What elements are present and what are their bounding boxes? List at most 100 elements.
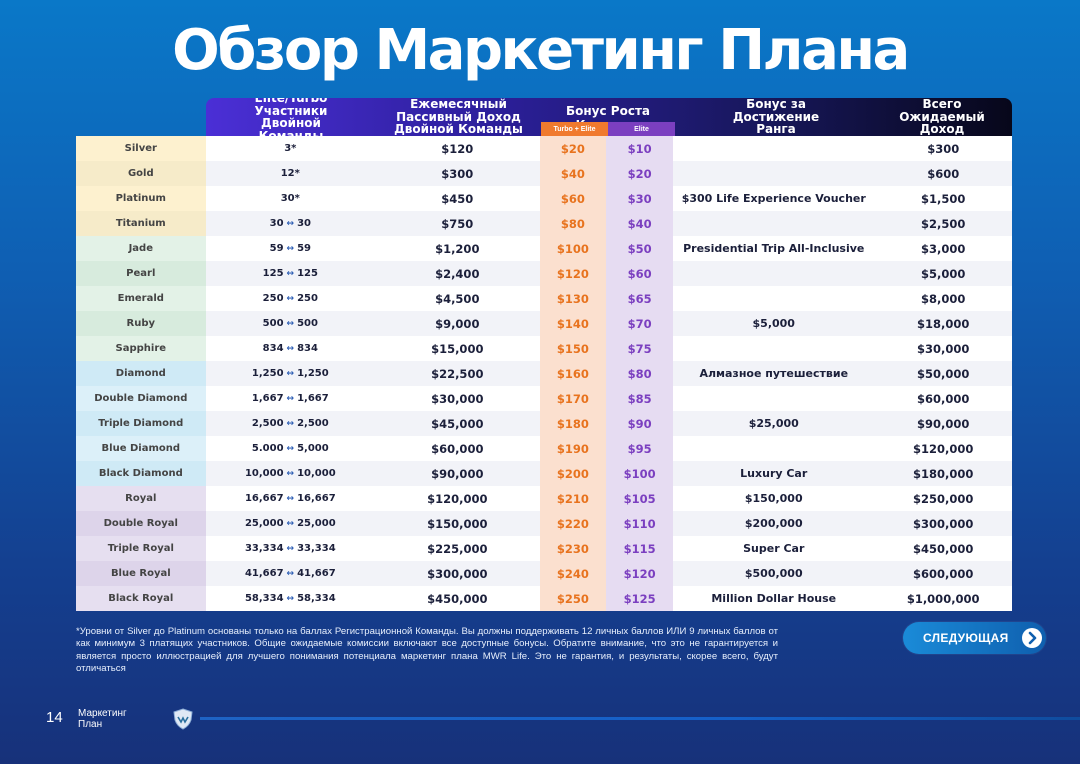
rank-cell: Triple Diamond xyxy=(76,411,206,436)
team-right-value: 10,000 xyxy=(297,468,336,479)
double-arrow-icon: ↔ xyxy=(286,343,295,354)
header-rank-bonus: Бонус за Достижение Ранга xyxy=(732,98,820,136)
table-row: Blue Royal 41,667 ↔ 41,667 $300,000 $240 $120 $… xyxy=(76,561,1012,586)
total-cell: $250,000 xyxy=(913,491,974,506)
double-arrow-icon: ↔ xyxy=(286,368,295,379)
table-row: Blue Diamond 5.000 ↔ 5,000 $60,000 $190 $95 $12… xyxy=(76,436,1012,461)
team-left-value: 250 xyxy=(262,293,284,304)
income-cell: $2,400 xyxy=(435,266,480,281)
team-right-value: 25,000 xyxy=(297,518,336,529)
total-cell: $3,000 xyxy=(921,241,966,256)
income-cell: $30,000 xyxy=(431,391,484,406)
income-cell: $450 xyxy=(441,191,474,206)
table-row: Diamond 1,250 ↔ 1,250 $22,500 $160 $80 Алмазное… xyxy=(76,361,1012,386)
rank-bonus-cell xyxy=(673,336,874,361)
rank-bonus-cell: $5,000 xyxy=(752,317,795,330)
double-arrow-icon: ↔ xyxy=(286,293,295,304)
team-left-value: 12* xyxy=(280,168,300,179)
turbo-bonus-cell: $100 xyxy=(539,236,607,261)
rank-cell: Platinum xyxy=(76,186,206,211)
turbo-bonus-cell: $230 xyxy=(539,536,607,561)
rank-cell: Sapphire xyxy=(76,336,206,361)
total-cell: $2,500 xyxy=(921,216,966,231)
turbo-bonus-cell: $240 xyxy=(539,561,607,586)
table-row: Double Royal 25,000 ↔ 25,000 $150,000 $220 $11… xyxy=(76,511,1012,536)
team-cell: 500 ↔ 500 xyxy=(206,311,375,336)
next-button[interactable]: СЛЕДУЮЩАЯ xyxy=(903,622,1046,654)
team-left-value: 16,667 xyxy=(244,493,284,504)
total-cell: $50,000 xyxy=(917,366,970,381)
turbo-bonus-cell: $40 xyxy=(539,161,607,186)
team-cell: 41,667 ↔ 41,667 xyxy=(206,561,375,586)
double-arrow-icon: ↔ xyxy=(286,493,295,504)
rank-bonus-cell: Luxury Car xyxy=(740,467,808,480)
header-bonus-turbo: Turbo + Elite xyxy=(541,122,608,136)
team-cell: 834 ↔ 834 xyxy=(206,336,375,361)
total-cell: $1,000,000 xyxy=(906,591,980,606)
team-right-value: 500 xyxy=(297,318,318,329)
table-row: Silver 3* $120 $20 $10 $300 xyxy=(76,136,1012,161)
next-button-label: СЛЕДУЮЩАЯ xyxy=(923,631,1009,645)
total-cell: $300,000 xyxy=(913,516,974,531)
rank-bonus-cell: Million Dollar House xyxy=(711,592,837,605)
total-cell: $450,000 xyxy=(913,541,974,556)
double-arrow-icon: ↔ xyxy=(286,593,295,604)
income-cell: $450,000 xyxy=(427,591,488,606)
team-left-value: 25,000 xyxy=(244,518,284,529)
rank-cell: Double Royal xyxy=(76,511,206,536)
turbo-bonus-cell: $220 xyxy=(539,511,607,536)
header-bonus: Бонус Роста Команды Turbo + Elite Elite xyxy=(541,98,675,136)
income-cell: $90,000 xyxy=(431,466,484,481)
team-right-value: 30 xyxy=(297,218,311,229)
double-arrow-icon: ↔ xyxy=(286,468,295,479)
income-cell: $45,000 xyxy=(431,416,484,431)
team-left-value: 500 xyxy=(262,318,284,329)
elite-bonus-cell: $50 xyxy=(606,236,674,261)
turbo-bonus-cell: $130 xyxy=(539,286,607,311)
footer-rule xyxy=(200,717,1080,720)
rank-bonus-cell: $300 Life Experience Voucher xyxy=(681,192,866,205)
turbo-bonus-cell: $210 xyxy=(539,486,607,511)
header-income: Ежемесячный Пассивный Доход Двойной Кома… xyxy=(394,98,523,136)
team-left-value: 41,667 xyxy=(244,568,284,579)
income-cell: $60,000 xyxy=(431,441,484,456)
table-row: Double Diamond 1,667 ↔ 1,667 $30,000 $170 $85 $… xyxy=(76,386,1012,411)
turbo-bonus-cell: $180 xyxy=(539,411,607,436)
rank-cell: Silver xyxy=(76,136,206,161)
rank-cell: Gold xyxy=(76,161,206,186)
income-cell: $300,000 xyxy=(427,566,488,581)
team-right-value: 59 xyxy=(297,243,311,254)
rank-bonus-cell xyxy=(673,261,874,286)
rank-bonus-cell: $25,000 xyxy=(748,417,799,430)
income-cell: $4,500 xyxy=(435,291,480,306)
turbo-bonus-cell: $60 xyxy=(539,186,607,211)
team-left-value: 1,667 xyxy=(251,393,284,404)
income-cell: $300 xyxy=(441,166,474,181)
rank-bonus-cell: $200,000 xyxy=(744,517,803,530)
double-arrow-icon: ↔ xyxy=(286,543,295,554)
shield-logo-icon xyxy=(172,708,194,730)
elite-bonus-cell: $70 xyxy=(606,311,674,336)
team-right-value: 834 xyxy=(297,343,318,354)
team-cell: 30 ↔ 30 xyxy=(206,211,375,236)
team-cell: 59 ↔ 59 xyxy=(206,236,375,261)
rank-cell: Black Diamond xyxy=(76,461,206,486)
income-cell: $150,000 xyxy=(427,516,488,531)
rank-bonus-cell: Алмазное путешествие xyxy=(699,367,849,380)
table-header: Elite/Turbo Участники Двойной Команды Еж… xyxy=(206,98,1012,136)
total-cell: $120,000 xyxy=(913,441,974,456)
team-cell: 12* xyxy=(206,161,375,186)
page-number: 14 xyxy=(46,709,63,726)
team-cell: 250 ↔ 250 xyxy=(206,286,375,311)
income-cell: $15,000 xyxy=(431,341,484,356)
team-right-value: 1,250 xyxy=(297,368,329,379)
team-left-value: 59 xyxy=(269,243,284,254)
rank-cell: Emerald xyxy=(76,286,206,311)
page-section-label: Маркетинг План xyxy=(78,708,127,730)
team-cell: 25,000 ↔ 25,000 xyxy=(206,511,375,536)
double-arrow-icon: ↔ xyxy=(286,318,295,329)
rank-cell: Ruby xyxy=(76,311,206,336)
team-left-value: 2,500 xyxy=(251,418,284,429)
team-cell: 33,334 ↔ 33,334 xyxy=(206,536,375,561)
double-arrow-icon: ↔ xyxy=(286,393,295,404)
